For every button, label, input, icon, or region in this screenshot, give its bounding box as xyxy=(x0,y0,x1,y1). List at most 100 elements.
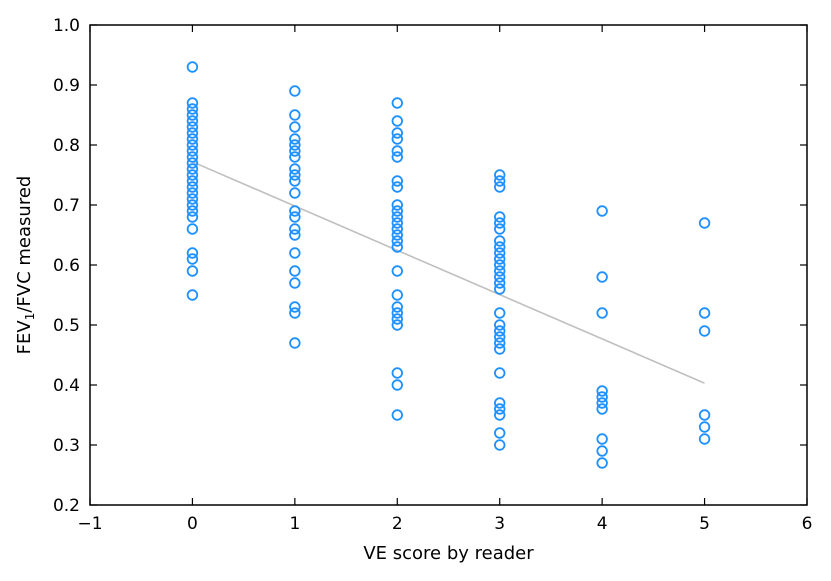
y-tick-label: 0.4 xyxy=(53,376,80,396)
y-tick-label: 0.9 xyxy=(53,76,80,96)
data-point xyxy=(596,271,608,283)
x-tick-label: 4 xyxy=(597,514,608,534)
data-point xyxy=(391,97,403,109)
x-tick-label: −1 xyxy=(77,514,102,534)
data-point xyxy=(391,307,403,319)
data-point xyxy=(391,319,403,331)
data-point xyxy=(494,283,506,295)
data-point xyxy=(289,277,301,289)
data-point xyxy=(289,337,301,349)
data-point xyxy=(494,241,506,253)
data-point xyxy=(494,403,506,415)
data-point xyxy=(186,265,199,277)
data-point xyxy=(494,397,506,409)
data-point xyxy=(494,307,506,319)
data-point xyxy=(186,121,199,133)
y-axis-label-base: FEV xyxy=(14,320,35,355)
x-tick-label: 5 xyxy=(699,514,710,534)
data-point xyxy=(698,421,711,433)
y-tick-label: 0.7 xyxy=(53,196,80,216)
data-point xyxy=(186,193,199,205)
data-point xyxy=(494,247,506,259)
y-axis-label-subscript: 1 xyxy=(23,313,37,321)
y-tick-label: 0.8 xyxy=(53,136,80,156)
data-point xyxy=(186,175,199,187)
data-point xyxy=(289,151,301,163)
data-point xyxy=(186,205,199,217)
data-point xyxy=(494,325,506,337)
data-point xyxy=(391,217,403,229)
data-point xyxy=(698,325,711,337)
data-point xyxy=(698,409,711,421)
data-point xyxy=(494,427,506,439)
data-point xyxy=(289,133,301,145)
data-point xyxy=(494,439,506,451)
data-point xyxy=(391,223,403,235)
data-point xyxy=(289,247,301,259)
x-tick-label: 3 xyxy=(494,514,505,534)
trendline-layer xyxy=(192,161,705,384)
data-point xyxy=(494,235,506,247)
data-point xyxy=(391,235,403,247)
data-point xyxy=(186,181,199,193)
data-point xyxy=(186,253,199,265)
data-point xyxy=(391,115,403,127)
data-point xyxy=(391,301,403,313)
data-point xyxy=(289,169,301,181)
x-tick-label: 2 xyxy=(392,514,403,534)
y-tick-label: 0.6 xyxy=(53,256,80,276)
data-point xyxy=(494,367,506,379)
y-axis-label: FEV1/FVC measured xyxy=(14,176,37,355)
data-point xyxy=(186,247,199,259)
data-point xyxy=(186,139,199,151)
data-point xyxy=(289,85,301,97)
data-point xyxy=(186,97,199,109)
data-point xyxy=(391,181,403,193)
data-point xyxy=(596,307,608,319)
data-point xyxy=(186,223,199,235)
y-tick-label: 0.5 xyxy=(53,316,80,336)
data-point xyxy=(391,145,403,157)
data-point xyxy=(391,133,403,145)
data-point xyxy=(698,307,711,319)
y-tick-label: 0.2 xyxy=(53,496,80,516)
data-point xyxy=(186,151,199,163)
y-tick-label: 0.3 xyxy=(53,436,80,456)
data-point xyxy=(596,391,608,403)
data-point xyxy=(494,265,506,277)
x-axis-label: VE score by reader xyxy=(363,543,534,564)
data-points-layer xyxy=(186,61,711,469)
data-point xyxy=(494,409,506,421)
data-point xyxy=(596,385,608,397)
data-point xyxy=(186,157,199,169)
data-point xyxy=(596,457,608,469)
data-point xyxy=(494,319,506,331)
data-point xyxy=(494,169,506,181)
data-point xyxy=(494,211,506,223)
data-point xyxy=(391,229,403,241)
data-point xyxy=(186,187,199,199)
data-point xyxy=(289,145,301,157)
data-point xyxy=(391,313,403,325)
data-point xyxy=(494,259,506,271)
data-point xyxy=(289,187,301,199)
x-axis-ticks: −1 0 1 2 3 4 5 6 xyxy=(77,25,812,534)
data-point xyxy=(494,253,506,265)
data-point xyxy=(494,271,506,283)
data-point xyxy=(391,175,403,187)
data-point xyxy=(596,433,608,445)
data-point xyxy=(596,397,608,409)
data-point xyxy=(186,133,199,145)
data-point xyxy=(698,433,711,445)
data-point xyxy=(186,199,199,211)
data-point xyxy=(289,301,301,313)
data-point xyxy=(494,331,506,343)
data-point xyxy=(494,181,506,193)
data-point xyxy=(186,109,199,121)
data-point xyxy=(186,163,199,175)
data-point xyxy=(391,205,403,217)
data-point xyxy=(186,211,199,223)
data-point xyxy=(391,127,403,139)
y-axis-ticks: 0.2 0.3 0.4 0.5 0.6 0.7 0.8 0.9 1.0 xyxy=(53,16,807,516)
